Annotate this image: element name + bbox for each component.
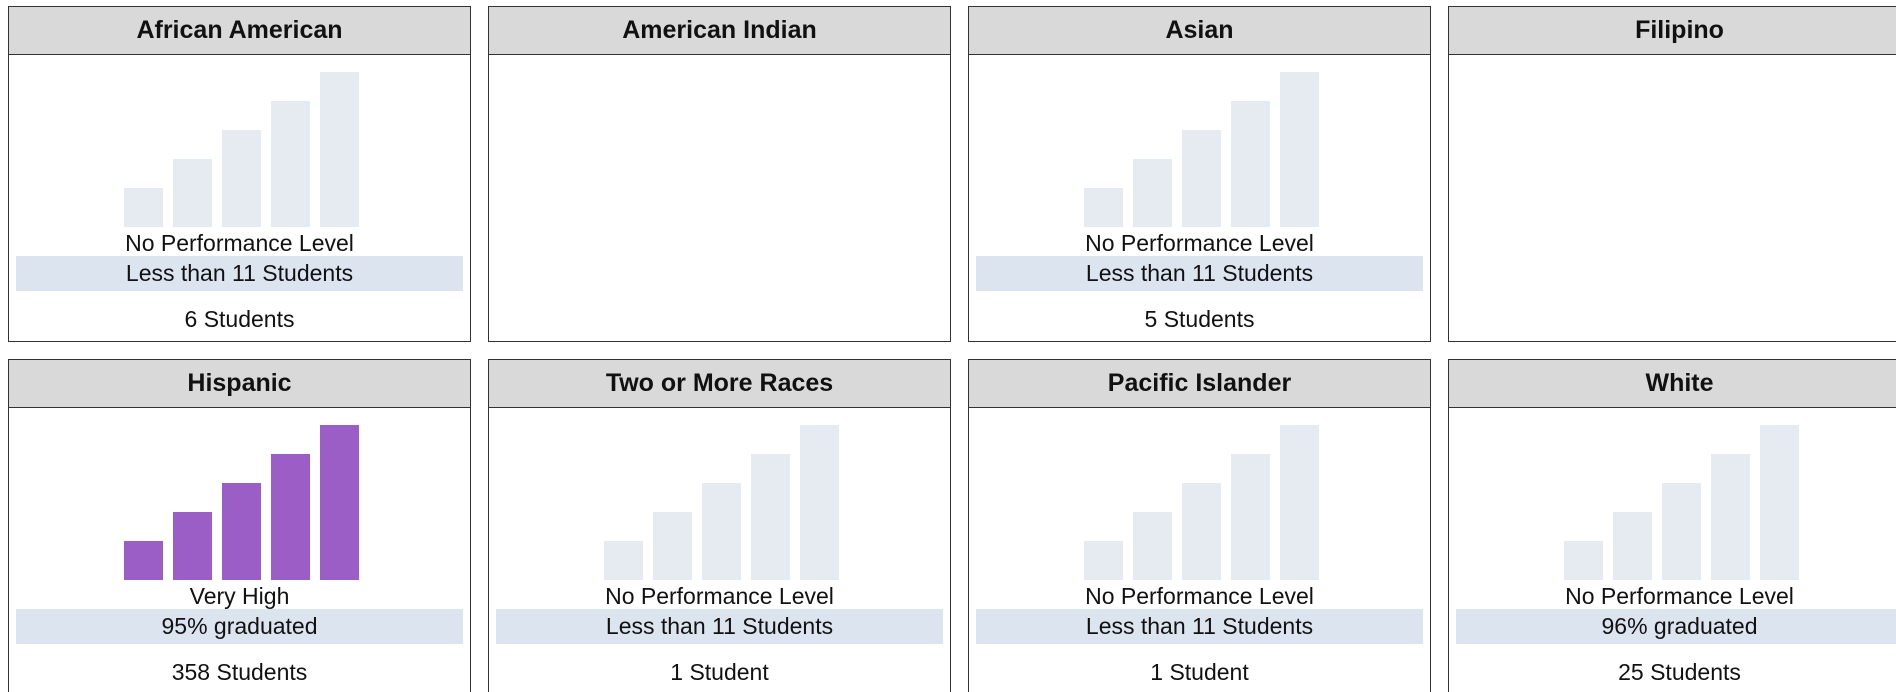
level-bar bbox=[222, 130, 261, 227]
level-bar bbox=[1662, 483, 1701, 580]
card-header: African American bbox=[9, 7, 470, 55]
graduation-note: Less than 11 Students bbox=[976, 609, 1423, 644]
student-count: 1 Student bbox=[1150, 659, 1249, 685]
level-bar bbox=[1280, 425, 1319, 580]
group-card: African American No Performance Level Less… bbox=[8, 6, 471, 342]
level-bar bbox=[1084, 188, 1123, 227]
level-bar bbox=[653, 512, 692, 580]
level-bar bbox=[124, 188, 163, 227]
graduation-note: Less than 11 Students bbox=[496, 609, 943, 644]
graduation-note: Less than 11 Students bbox=[16, 256, 463, 291]
group-card: Two or More Races No Performance Level Les… bbox=[488, 359, 951, 692]
card-header: Filipino bbox=[1449, 7, 1896, 55]
performance-level: No Performance Level bbox=[605, 583, 834, 609]
level-bar bbox=[320, 72, 359, 227]
level-bar bbox=[124, 541, 163, 580]
level-bar bbox=[1280, 72, 1319, 227]
group-card: Asian No Performance Level Less than 11 St… bbox=[968, 6, 1431, 342]
card-header: White bbox=[1449, 360, 1896, 408]
level-bar bbox=[604, 541, 643, 580]
level-bar bbox=[1613, 512, 1652, 580]
level-bar bbox=[1133, 512, 1172, 580]
level-bar bbox=[1231, 454, 1270, 580]
performance-level: No Performance Level bbox=[1565, 583, 1794, 609]
level-bar bbox=[1182, 130, 1221, 227]
card-header: Hispanic bbox=[9, 360, 470, 408]
student-count: 1 Student bbox=[670, 659, 769, 685]
group-card: White No Performance Level 96% graduated 25… bbox=[1448, 359, 1896, 692]
card-header: Asian bbox=[969, 7, 1430, 55]
group-card: Hispanic Very High 95% graduated 358 Studen… bbox=[8, 359, 471, 692]
level-bar bbox=[1711, 454, 1750, 580]
student-count: 358 Students bbox=[171, 659, 308, 685]
group-card: American Indian bbox=[488, 6, 951, 342]
group-card: Pacific Islander No Performance Level Less… bbox=[968, 359, 1431, 692]
level-bar bbox=[173, 159, 212, 227]
graduation-note: Less than 11 Students bbox=[976, 256, 1423, 291]
level-bar bbox=[271, 101, 310, 227]
level-bar bbox=[702, 483, 741, 580]
card-header: Pacific Islander bbox=[969, 360, 1430, 408]
level-bar bbox=[173, 512, 212, 580]
level-bar bbox=[1133, 159, 1172, 227]
performance-level: No Performance Level bbox=[125, 230, 354, 256]
graduation-note: 95% graduated bbox=[16, 609, 463, 644]
student-count: 25 Students bbox=[1618, 659, 1741, 685]
level-bar bbox=[222, 483, 261, 580]
level-bar bbox=[1182, 483, 1221, 580]
card-header: American Indian bbox=[489, 7, 950, 55]
performance-level: No Performance Level bbox=[1085, 230, 1314, 256]
card-header: Two or More Races bbox=[489, 360, 950, 408]
group-card: Filipino bbox=[1448, 6, 1896, 342]
performance-level: No Performance Level bbox=[1085, 583, 1314, 609]
level-bar bbox=[320, 425, 359, 580]
level-bar bbox=[800, 425, 839, 580]
level-bar bbox=[271, 454, 310, 580]
graduation-note: 96% graduated bbox=[1456, 609, 1896, 644]
level-bar bbox=[1084, 541, 1123, 580]
level-bar bbox=[751, 454, 790, 580]
student-count: 5 Students bbox=[1144, 306, 1255, 332]
level-bar bbox=[1564, 541, 1603, 580]
student-count: 6 Students bbox=[184, 306, 295, 332]
level-bar bbox=[1760, 425, 1799, 580]
performance-level: Very High bbox=[189, 583, 290, 609]
level-bar bbox=[1231, 101, 1270, 227]
